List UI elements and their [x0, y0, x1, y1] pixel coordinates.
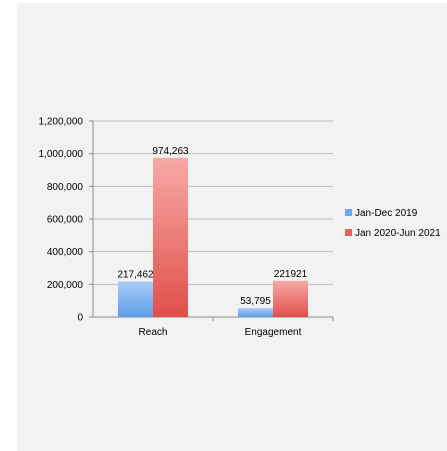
legend-swatch — [345, 229, 352, 236]
legend: Jan-Dec 2019 Jan 2020-Jun 2021 — [345, 208, 441, 239]
y-tick-label: 1,000,000 — [39, 149, 84, 160]
gridlines — [93, 120, 333, 285]
legend-label: Jan 2020-Jun 2021 — [355, 228, 441, 239]
bars — [118, 157, 308, 317]
bar — [118, 281, 153, 317]
bar — [153, 157, 188, 317]
y-tick-label: 1,200,000 — [39, 117, 84, 128]
labels: 217,462 974,263 53,795 221921 — [117, 146, 307, 307]
y-tick-label: 600,000 — [47, 215, 84, 226]
y-tick-label: 800,000 — [47, 182, 84, 193]
x-tick-label: Engagement — [245, 327, 302, 338]
legend-swatch — [345, 209, 352, 216]
y-tick-label: 200,000 — [47, 280, 84, 291]
y-tick-label: 0 — [77, 313, 83, 324]
bar — [273, 280, 308, 317]
y-tick-label: 400,000 — [47, 247, 84, 258]
data-label: 974,263 — [152, 146, 189, 157]
x-tick-label: Reach — [139, 327, 168, 338]
data-label: 221921 — [274, 269, 308, 280]
data-label: 217,462 — [117, 269, 154, 280]
legend-label: Jan-Dec 2019 — [355, 208, 418, 219]
chart-panel — [17, 3, 447, 451]
data-label: 53,795 — [240, 296, 271, 307]
bar — [238, 308, 273, 317]
